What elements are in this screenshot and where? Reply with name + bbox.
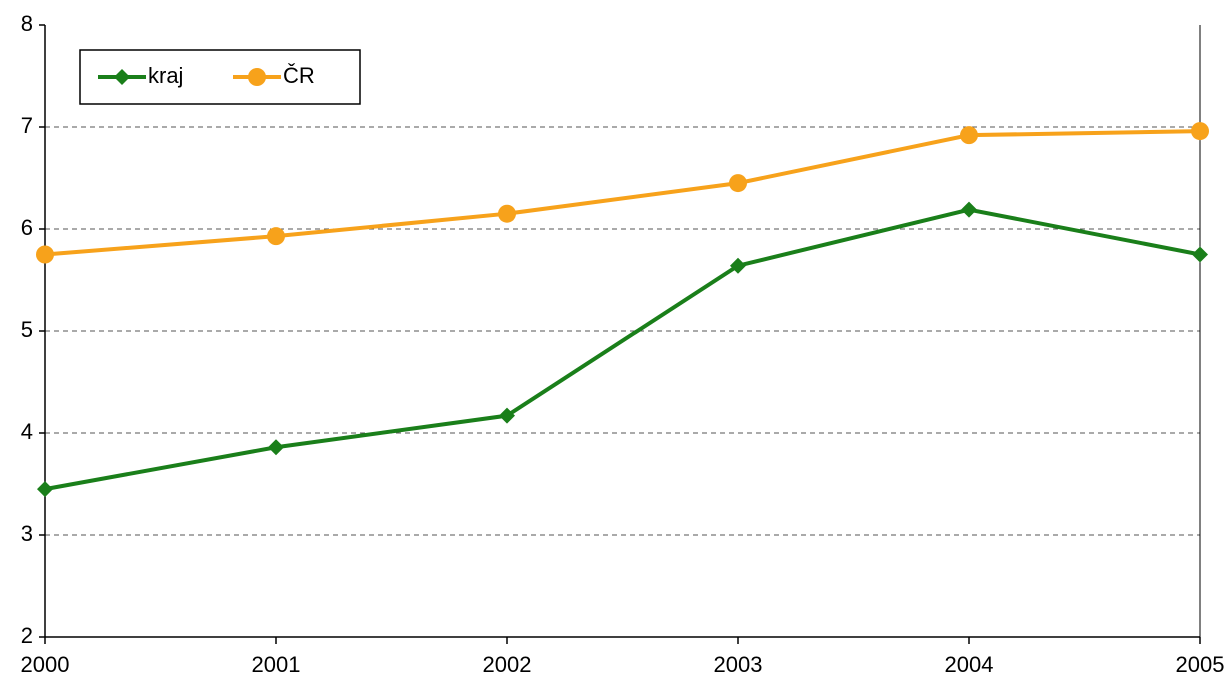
series-line [44,207,1201,492]
data-point [268,439,284,456]
legend-label: kraj [148,63,183,88]
data-point [267,227,285,246]
data-point [498,204,516,223]
y-tick-label: 7 [21,113,33,138]
data-point [1191,122,1209,141]
x-tick-label: 2003 [714,652,763,677]
y-tick-label: 5 [21,317,33,342]
x-tick-label: 2004 [945,652,994,677]
x-tick-label: 2005 [1176,652,1225,677]
legend-marker [248,68,266,86]
y-tick-label: 4 [21,419,33,444]
y-tick-label: 2 [21,623,33,648]
x-tick-label: 2001 [252,652,301,677]
y-tick-label: 3 [21,521,33,546]
data-point [36,245,54,264]
data-point [960,126,978,145]
x-tick-label: 2000 [21,652,70,677]
legend-marker [114,69,130,85]
data-point [961,201,977,218]
data-point [729,174,747,193]
x-tick-label: 2002 [483,652,532,677]
data-point [730,257,746,274]
y-tick-label: 8 [21,11,33,36]
data-point [37,481,53,498]
series-line [44,129,1201,257]
legend-label: ČR [283,63,315,88]
data-point [499,407,515,424]
y-tick-label: 6 [21,215,33,240]
data-point [1192,246,1208,263]
